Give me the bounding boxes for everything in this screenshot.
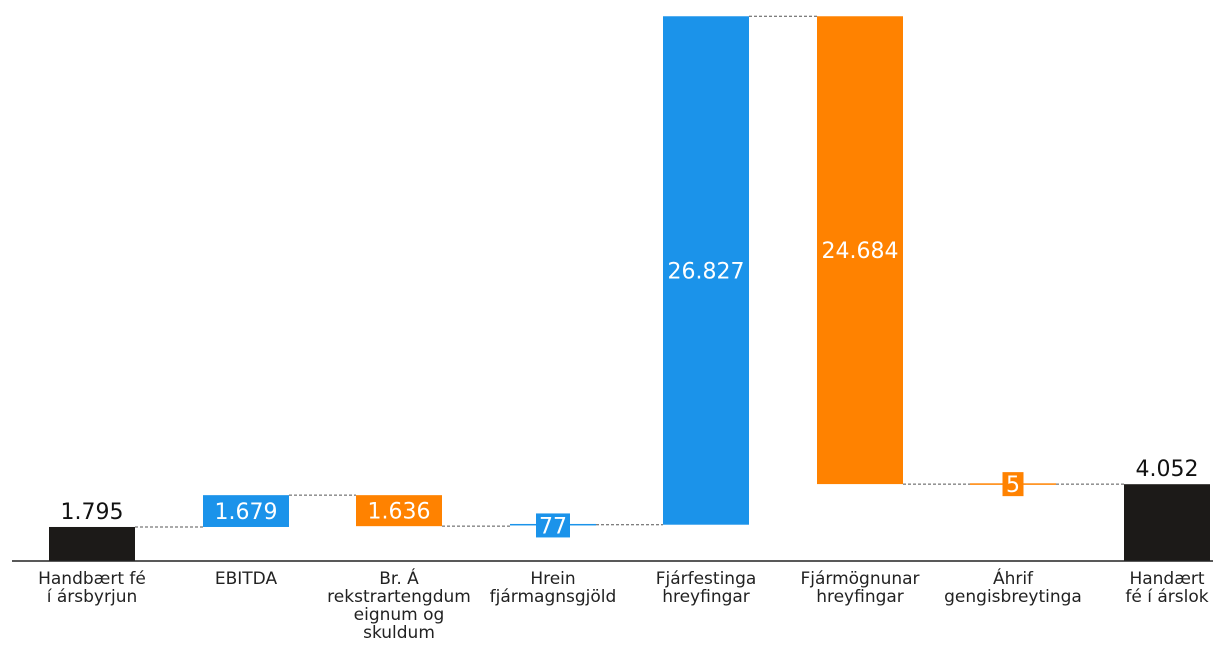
bar: [49, 526, 135, 561]
bar: [203, 495, 289, 527]
x-tick-label-line: Handbært fé: [38, 569, 146, 589]
x-tick-label-line: rekstrartengdum: [327, 587, 471, 607]
x-tick-label-line: Br. Á: [379, 569, 419, 589]
x-tick-label: Handbært fé í ársbyrjun: [17, 570, 167, 606]
x-tick-label-line: fé í árslok: [1125, 587, 1209, 607]
bar: [356, 495, 442, 527]
x-tick-label-line: Áhrif: [992, 569, 1034, 589]
x-tick-label-line: Handært: [1129, 569, 1205, 589]
x-tick-label: Handært fé í árslok: [1092, 570, 1225, 606]
x-tick-label-line: Hrein: [530, 569, 576, 589]
bar: [817, 16, 903, 485]
bar: [663, 16, 749, 525]
x-tick-label-line: Fjármögnunar: [800, 569, 920, 589]
data-label-box: [1002, 472, 1024, 497]
x-tick-label: EBITDA: [171, 570, 321, 588]
data-label: 4.052: [1136, 457, 1199, 482]
data-label: 77: [539, 514, 567, 539]
x-tick-label-line: í ársbyrjun: [46, 587, 138, 607]
x-tick-label-line: EBITDA: [214, 569, 278, 589]
x-tick-label: Áhrif gengisbreytinga: [938, 570, 1088, 606]
data-label: 1.795: [61, 500, 124, 525]
data-label: 24.684: [822, 239, 899, 264]
data-label: 1.679: [215, 500, 278, 525]
x-tick-label-line: hreyfingar: [662, 587, 750, 607]
data-label: 26.827: [668, 259, 745, 284]
data-label: 5: [1006, 473, 1020, 498]
x-tick-label-line: hreyfingar: [816, 587, 904, 607]
x-tick-label: Hrein fjármagnsgjöld: [478, 570, 628, 606]
bar: [1124, 484, 1210, 561]
data-label-box: [536, 513, 570, 538]
x-tick-label-line: Fjárfestinga: [655, 569, 757, 589]
x-tick-label: Fjárfestinga hreyfingar: [631, 570, 781, 606]
x-tick-label-line: gengisbreytinga: [944, 587, 1082, 607]
x-tick-label-line: eignum og: [353, 605, 445, 625]
data-label: 1.636: [368, 500, 431, 525]
x-tick-label: Fjármögnunar hreyfingar: [785, 570, 935, 606]
x-tick-label-line: fjármagnsgjöld: [489, 587, 617, 607]
x-tick-label-line: skuldum: [363, 623, 435, 643]
